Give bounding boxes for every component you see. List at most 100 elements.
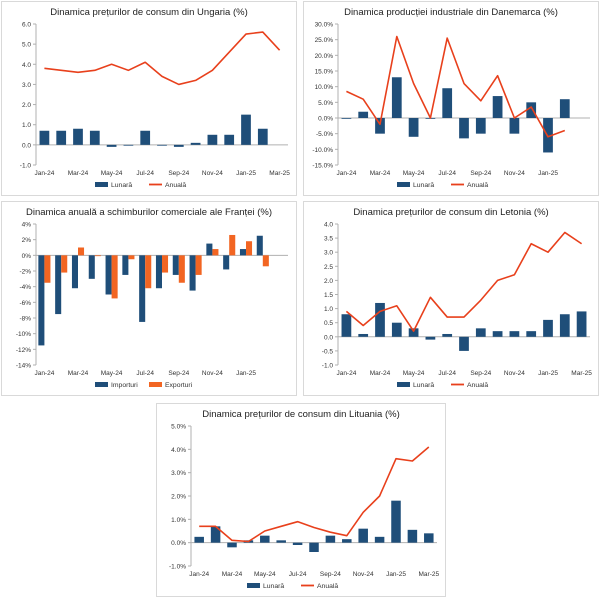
bar	[155, 255, 162, 289]
y-tick-label: 4.0	[22, 62, 31, 69]
x-tick-label: May-24	[101, 170, 123, 177]
x-tick-label: Sep-24	[320, 571, 341, 578]
series-line	[346, 35, 566, 138]
bar	[256, 235, 263, 256]
y-tick-label: -15.0%	[312, 163, 333, 170]
series-line	[199, 446, 430, 543]
y-tick-label: 6.0	[22, 22, 31, 29]
x-tick-label: May-24	[254, 571, 276, 578]
y-tick-label: 5.0%	[318, 100, 333, 107]
x-tick-label: May-24	[101, 370, 123, 377]
bar	[559, 314, 570, 337]
bar	[442, 88, 453, 118]
y-tick-label: 1.0	[22, 122, 31, 129]
x-tick-label: Nov-24	[353, 571, 374, 578]
chart-panel-lithuania-cpi: Dinamica prețurilor de consum din Lituan…	[156, 403, 446, 597]
bar	[44, 255, 51, 283]
y-tick-label: 4.0	[324, 222, 333, 229]
x-tick-label: Nov-24	[202, 170, 223, 177]
bar	[425, 336, 436, 340]
legend-label: Anuală	[165, 182, 186, 189]
legend-label: Lunară	[111, 182, 132, 189]
x-tick-label: Sep-24	[168, 170, 189, 177]
bar	[89, 130, 100, 145]
bar	[424, 533, 434, 543]
bar	[241, 114, 251, 145]
bar	[178, 255, 185, 283]
bar	[223, 255, 230, 270]
x-tick-label: Mar-24	[370, 170, 391, 177]
bar	[407, 529, 418, 543]
bar	[374, 536, 385, 543]
bar	[358, 528, 368, 543]
bar	[229, 234, 236, 256]
bar	[106, 144, 117, 147]
legend-swatch	[95, 382, 108, 387]
y-tick-label: 5.0	[22, 42, 31, 49]
bar	[475, 328, 486, 337]
bar	[576, 311, 587, 337]
x-tick-label: Jul-24	[438, 370, 456, 377]
bar	[492, 331, 503, 337]
bar	[260, 535, 270, 543]
y-tick-label: 0.5	[324, 320, 333, 327]
legend-swatch	[397, 182, 410, 187]
x-tick-label: Sep-24	[470, 170, 491, 177]
x-tick-label: Jul-24	[136, 170, 154, 177]
bar	[292, 542, 303, 545]
legend-swatch	[247, 583, 260, 588]
bar	[227, 542, 237, 548]
chart-title: Dinamica prețurilor de consum din Letoni…	[353, 207, 549, 218]
x-tick-label: Mar-24	[370, 370, 391, 377]
bar	[276, 540, 286, 543]
chart-title: Dinamica prețurilor de consum din Ungari…	[50, 7, 248, 18]
bar	[224, 134, 235, 145]
y-tick-label: 0.0	[324, 334, 333, 341]
bar	[172, 255, 179, 275]
chart-panel-denmark-industrial-production: Dinamica producției industriale din Dane…	[303, 1, 599, 196]
bar	[122, 255, 129, 275]
bar	[61, 255, 68, 273]
legend-swatch	[95, 182, 108, 187]
y-tick-label: 4%	[22, 222, 32, 229]
bar	[358, 333, 369, 337]
y-tick-label: 2.0	[324, 278, 333, 285]
bar	[342, 539, 352, 543]
y-tick-label: 3.0%	[171, 470, 186, 477]
x-tick-label: Jul-24	[289, 571, 307, 578]
x-tick-label: Jan-24	[189, 571, 209, 578]
y-tick-label: -1.0%	[169, 564, 186, 571]
bar	[358, 111, 369, 118]
x-tick-label: Jan-25	[236, 370, 256, 377]
bar	[492, 96, 503, 118]
bar	[94, 255, 101, 257]
bar	[341, 314, 352, 337]
y-tick-label: -6%	[19, 300, 31, 307]
y-tick-label: -0.5	[322, 348, 334, 355]
bar	[173, 144, 184, 147]
bar	[526, 331, 537, 337]
y-tick-label: -10.0%	[312, 147, 333, 154]
bar	[128, 255, 135, 260]
bar	[88, 255, 95, 279]
bar	[207, 134, 218, 145]
y-tick-label: -4%	[19, 284, 31, 291]
bar	[157, 144, 167, 146]
bar	[559, 99, 570, 118]
bar	[408, 118, 419, 137]
bar	[509, 118, 520, 134]
bar	[309, 542, 319, 552]
x-tick-label: Sep-24	[470, 370, 491, 377]
chart-title: Dinamica prețurilor de consum din Lituan…	[202, 409, 400, 420]
bar	[195, 255, 202, 275]
y-tick-label: 2%	[22, 237, 32, 244]
x-tick-label: Mar-24	[68, 370, 89, 377]
chart-svg: -1.0% 0.0% 1.0% 2.0% 3.0% 4.0% 5.0% Jan-24 Mar-2…	[169, 424, 439, 591]
x-tick-label: Jan-25	[386, 571, 406, 578]
bar	[475, 118, 486, 134]
bar	[73, 128, 83, 145]
x-tick-label: Jul-24	[136, 370, 154, 377]
y-tick-label: -10%	[16, 331, 31, 338]
x-tick-label: Nov-24	[202, 370, 223, 377]
y-tick-label: 30.0%	[315, 22, 334, 29]
